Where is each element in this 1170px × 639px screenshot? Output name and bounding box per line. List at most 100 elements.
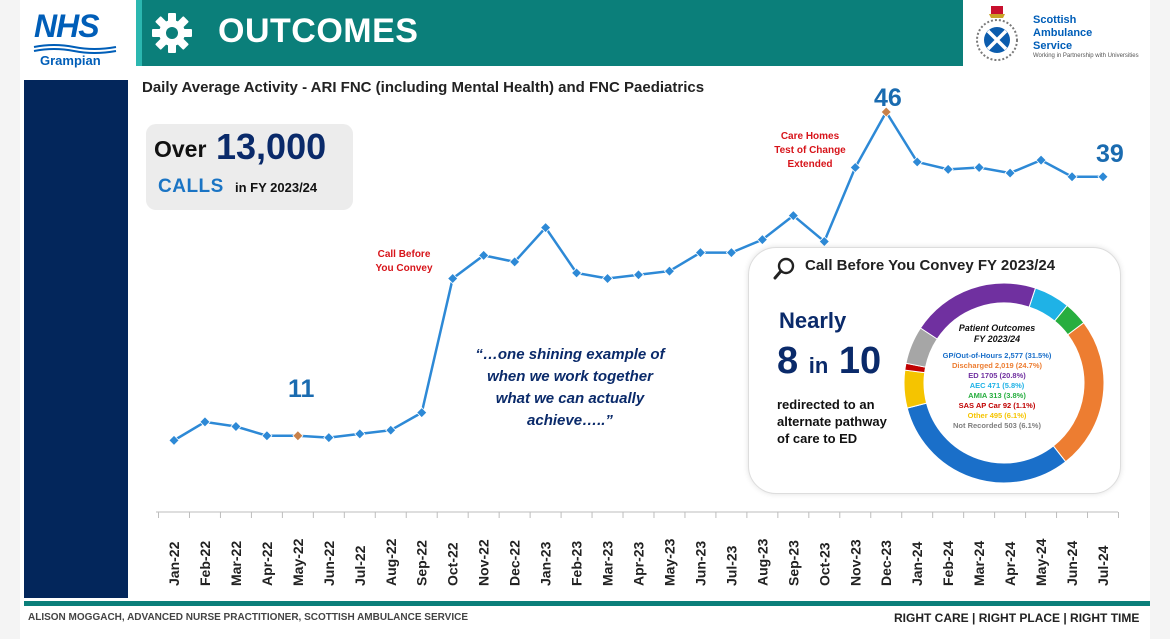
data-point-jul-24 [1097, 171, 1109, 183]
x-tick-label-apr-24: Apr-24 [1002, 541, 1018, 586]
x-ticks-group [158, 512, 1119, 518]
line-chart: Jan-22 Feb-22 Mar-22 Apr-22 May-22 Jun-22 Jul-… [156, 106, 1119, 586]
x-tick-label-feb-23: Feb-23 [569, 541, 585, 586]
x-tick-label-mar-22: Mar-22 [228, 541, 244, 586]
x-tick-label-jan-22: Jan-22 [166, 541, 182, 586]
data-point-sep-23 [787, 210, 799, 222]
data-point-jun-24 [1066, 171, 1078, 183]
peak-label-may-22: 11 [288, 375, 315, 403]
x-tick-label-nov-23: Nov-23 [847, 539, 863, 586]
x-tick-label-may-23: May-23 [661, 538, 677, 586]
annotation-line: Care Homes [780, 131, 840, 142]
x-tick-label-jun-23: Jun-23 [692, 541, 708, 586]
donut-legend: Patient Outcomes FY 2023/24 GP/Out-of-Ho… [917, 323, 1077, 431]
annotation-care-homes: Care Homes Test of Change Extended [760, 130, 860, 172]
x-tick-label-apr-22: Apr-22 [259, 541, 275, 586]
data-point-jan-22 [168, 434, 180, 446]
calls-period: in FY 2023/24 [235, 180, 318, 195]
x-tick-label-oct-22: Oct-22 [445, 542, 461, 586]
nhs-grampian-logo: NHS Grampian [20, 0, 130, 72]
calls-over-label: Over [154, 136, 207, 162]
nhs-wordmark: NHS [34, 8, 100, 44]
data-point-nov-22 [478, 249, 490, 261]
x-tick-label-may-24: May-24 [1033, 538, 1049, 586]
sas-tagline: Working in Partnership with Universities [1033, 53, 1139, 59]
x-tick-label-jul-24: Jul-24 [1095, 545, 1111, 586]
peak-label-jul-24: 39 [1096, 140, 1124, 168]
chart-title: Daily Average Activity - ARI FNC (includ… [142, 79, 705, 96]
page-title: OUTCOMES [218, 12, 419, 50]
patient-outcomes-donut [903, 282, 1105, 484]
legend-item-ed: ED 1705 (20.8%) [968, 371, 1026, 380]
legend-item-discharged: Discharged 2,019 (24.7%) [951, 361, 1043, 370]
legend-subtitle: FY 2023/24 [973, 334, 1021, 344]
data-point-jul-22 [354, 428, 366, 440]
eight-in-ten: 8 in 10 [777, 340, 881, 383]
footer-author: ALISON MOGGACH, ADVANCED NURSE PRACTITIO… [28, 612, 469, 623]
eight-number: 8 [777, 340, 799, 382]
data-point-mar-24 [973, 161, 985, 174]
nhs-waves-icon [33, 44, 117, 54]
slide: NHS Grampian OUTCOMES [20, 0, 1150, 639]
x-tick-label-mar-23: Mar-23 [600, 541, 616, 586]
data-point-jan-23 [540, 222, 552, 234]
legend-item-other: Other 495 (6.1%) [967, 411, 1027, 420]
footer-tagline: RIGHT CARE | RIGHT PLACE | RIGHT TIME [894, 611, 1140, 625]
donut-slice-ed [919, 282, 1037, 340]
x-tick-label-jul-23: Jul-23 [723, 545, 739, 586]
data-point-aug-22 [385, 424, 397, 436]
calls-summary-box: Over 13,000 CALLS in FY 2023/24 [146, 124, 353, 210]
x-tick-label-sep-23: Sep-23 [785, 540, 801, 586]
annotation-line: Call Before [377, 249, 431, 260]
magnifier-icon [773, 257, 795, 280]
data-point-oct-23 [818, 235, 830, 248]
annotation-line: Extended [787, 159, 833, 170]
data-point-jun-23 [694, 247, 706, 259]
data-point-dec-22 [509, 256, 521, 268]
x-labels-group: Jan-22 Feb-22 Mar-22 Apr-22 May-22 Jun-22 Jul-… [166, 538, 1111, 586]
data-point-apr-23 [632, 269, 645, 281]
ten-number: 10 [838, 340, 882, 382]
x-tick-label-feb-24: Feb-24 [940, 541, 956, 586]
data-point-may-22 [292, 430, 304, 442]
x-tick-label-mar-24: Mar-24 [971, 541, 987, 586]
x-tick-label-aug-22: Aug-22 [383, 538, 399, 586]
data-point-apr-22 [261, 430, 273, 442]
legend-item-aec: AEC 471 (5.8%) [969, 381, 1025, 390]
x-tick-label-jul-22: Jul-22 [352, 545, 368, 586]
data-point-sep-22 [416, 407, 428, 419]
data-point-feb-22 [199, 416, 211, 428]
sas-logo: Scottish Ambulance Service Working in Pa… [965, 0, 1150, 66]
legend-item-gp: GP/Out-of-Hours 2,577 (31.5%) [942, 351, 1052, 360]
data-point-may-23 [663, 265, 676, 277]
x-tick-label-jan-23: Jan-23 [538, 541, 554, 586]
sas-name-line: Service [1033, 40, 1073, 52]
chart-points-group [168, 106, 1109, 446]
legend-item-sas-ap-car: SAS AP Car 92 (1.1%) [958, 401, 1036, 410]
left-sidebar-band [24, 80, 128, 598]
x-tick-label-may-22: May-22 [290, 538, 306, 586]
x-tick-label-dec-23: Dec-23 [878, 540, 894, 586]
legend-item-amia: AMIA 313 (3.8%) [968, 391, 1026, 400]
legend-title: Patient Outcomes [958, 323, 1036, 333]
legend-item-not-recorded: Not Recorded 503 (6.1%) [953, 421, 1041, 430]
nearly-label: Nearly [779, 308, 847, 333]
x-tick-label-nov-22: Nov-22 [476, 539, 492, 586]
data-point-oct-22 [447, 272, 459, 285]
data-point-may-24 [1035, 154, 1047, 166]
data-point-jul-23 [725, 247, 737, 259]
x-tick-label-oct-23: Oct-23 [816, 542, 832, 586]
x-tick-label-aug-23: Aug-23 [754, 538, 770, 586]
data-point-dec-23 [880, 106, 892, 118]
nhs-board-name: Grampian [40, 53, 101, 68]
x-tick-label-jan-24: Jan-24 [909, 541, 925, 586]
peak-label-dec-23: 46 [874, 84, 902, 112]
gear-icon [152, 13, 192, 53]
annotation-line: You Convey [375, 263, 433, 274]
x-tick-label-sep-22: Sep-22 [414, 540, 430, 586]
data-point-jun-22 [323, 432, 335, 444]
title-accent [136, 0, 142, 66]
data-point-mar-23 [601, 272, 614, 285]
sas-crest-icon [976, 6, 1018, 61]
data-point-nov-23 [849, 161, 861, 174]
